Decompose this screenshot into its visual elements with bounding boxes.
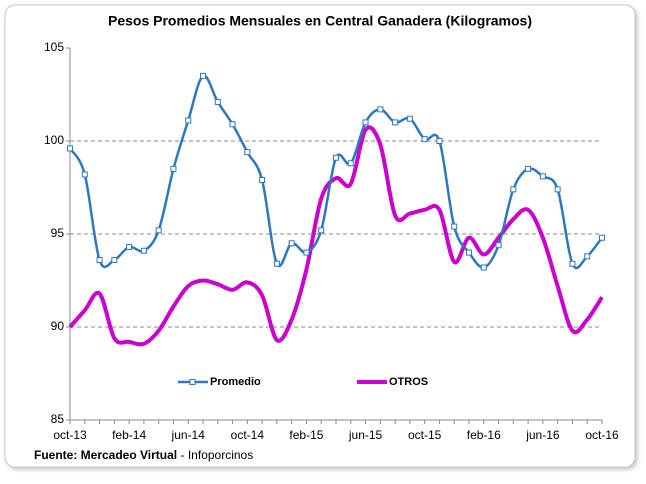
point bbox=[421, 136, 428, 143]
x-tick-label: oct-16 bbox=[585, 428, 619, 442]
point bbox=[111, 257, 118, 264]
x-tick-label: jun-14 bbox=[171, 428, 206, 442]
legend-label: OTROS bbox=[389, 376, 428, 388]
point bbox=[170, 165, 177, 172]
x-tick-label: oct-14 bbox=[231, 428, 265, 442]
line-series bbox=[68, 125, 604, 347]
point bbox=[525, 165, 532, 172]
point bbox=[214, 98, 221, 105]
point bbox=[244, 149, 251, 156]
chart-title: Pesos Promedios Mensuales en Central Gan… bbox=[108, 13, 532, 29]
y-tick-label: 105 bbox=[44, 40, 64, 54]
point bbox=[362, 119, 369, 126]
legend-label: Promedio bbox=[210, 376, 261, 388]
point bbox=[126, 244, 133, 251]
point bbox=[539, 173, 546, 180]
point bbox=[333, 154, 339, 161]
point bbox=[495, 242, 502, 249]
point bbox=[392, 119, 399, 126]
point bbox=[466, 249, 472, 256]
point bbox=[67, 145, 73, 152]
point bbox=[584, 253, 591, 260]
point bbox=[406, 115, 413, 122]
x-tick-label: jun-16 bbox=[525, 428, 560, 442]
x-tick-label: oct-13 bbox=[53, 428, 87, 442]
point bbox=[318, 227, 325, 234]
source-note: - Infoporcinos bbox=[181, 448, 254, 462]
point bbox=[377, 106, 384, 113]
point bbox=[480, 264, 487, 271]
point bbox=[554, 186, 561, 193]
point bbox=[288, 240, 295, 247]
point bbox=[185, 117, 192, 124]
y-tick-label: 85 bbox=[51, 412, 65, 426]
x-tick-label: jun-15 bbox=[348, 428, 383, 442]
x-tick-label: feb-14 bbox=[112, 428, 146, 442]
point bbox=[200, 72, 206, 79]
point bbox=[303, 249, 310, 256]
point bbox=[155, 227, 162, 234]
point bbox=[347, 160, 354, 167]
y-tick-label: 90 bbox=[51, 319, 65, 333]
x-tick-label: feb-16 bbox=[467, 428, 501, 442]
legend-marker bbox=[189, 379, 196, 385]
source: Fuente: Mercadeo Virtual - Infoporcinos bbox=[34, 448, 253, 462]
point bbox=[436, 138, 443, 144]
x-tick-label: feb-15 bbox=[289, 428, 323, 442]
source-bold: Fuente: Mercadeo Virtual bbox=[34, 448, 177, 462]
point bbox=[96, 257, 103, 264]
point bbox=[599, 234, 605, 241]
point bbox=[259, 177, 266, 184]
point bbox=[140, 247, 147, 254]
y-tick-label: 95 bbox=[51, 226, 65, 240]
point bbox=[451, 223, 458, 230]
point bbox=[569, 260, 576, 267]
point bbox=[229, 121, 236, 128]
point bbox=[81, 171, 88, 178]
x-tick-label: oct-15 bbox=[408, 428, 442, 442]
y-tick-label: 100 bbox=[44, 133, 64, 147]
point bbox=[273, 260, 280, 267]
point bbox=[510, 186, 517, 193]
